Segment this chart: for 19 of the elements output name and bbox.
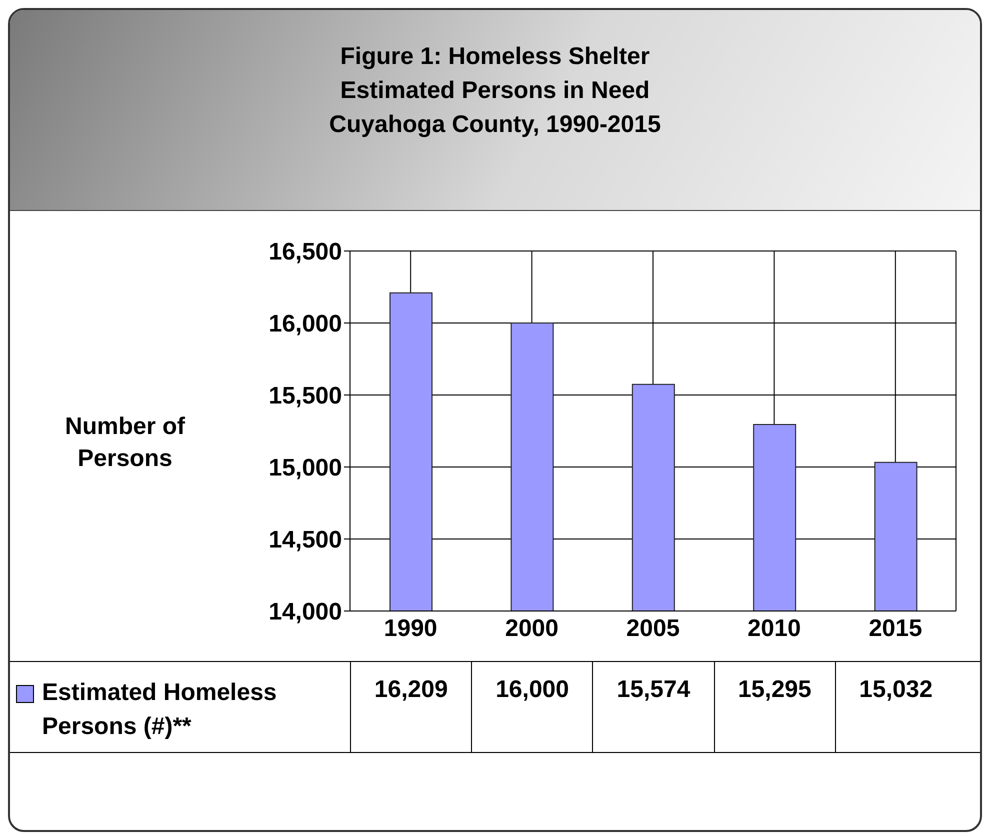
data-label: 16,209 bbox=[373, 676, 449, 704]
y-tick-label: 16,000 bbox=[268, 310, 342, 338]
data-label: 15,032 bbox=[858, 676, 934, 704]
legend-label: Estimated Homeless Persons (#)** bbox=[42, 678, 278, 742]
y-tick-label: 15,500 bbox=[268, 382, 342, 410]
y-tick-label: 16,500 bbox=[268, 238, 342, 266]
data-label: 16,000 bbox=[494, 676, 570, 704]
y-tick-label: 14,000 bbox=[268, 598, 342, 626]
x-tick-label: 1990 bbox=[384, 615, 438, 642]
y-tick-label: 15,000 bbox=[268, 454, 342, 482]
x-tick-label: 2010 bbox=[748, 615, 801, 642]
x-tick-label: 2015 bbox=[868, 615, 922, 642]
x-tick-label: 2005 bbox=[626, 615, 680, 642]
chart-title: Figure 1: Homeless Shelter Estimated Persons in Need Cuyahoga County, 1990-2015 bbox=[329, 42, 661, 140]
y-tick-label: 14,500 bbox=[268, 526, 342, 554]
data-label: 15,295 bbox=[736, 676, 812, 704]
x-tick-label: 2000 bbox=[505, 615, 558, 642]
data-label: 15,574 bbox=[616, 676, 692, 704]
y-axis-title: Number of Persons bbox=[64, 412, 186, 474]
